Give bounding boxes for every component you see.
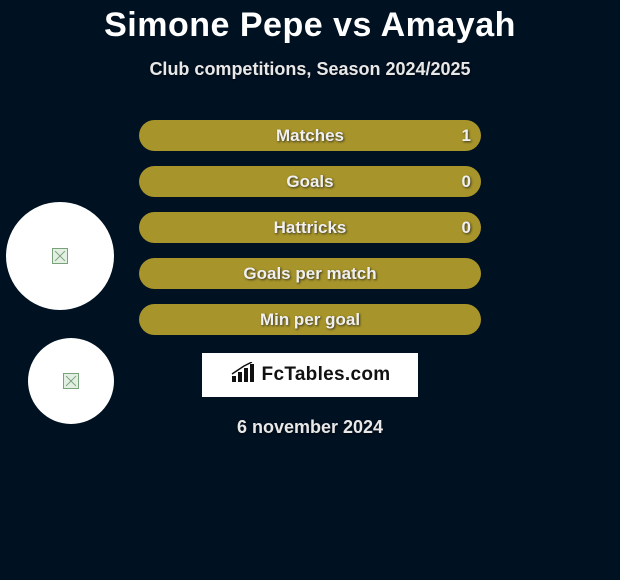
stat-bar-min-per-goal: Min per goal [139,304,481,335]
stat-bar-matches: Matches 1 [139,120,481,151]
avatar-bubble-left-2 [28,338,114,424]
stat-label: Hattricks [274,218,347,238]
stat-label: Goals per match [243,264,376,284]
stat-label: Min per goal [260,310,360,330]
avatar-bubble-left-1 [6,202,114,310]
brand-badge: FcTables.com [202,353,418,397]
stats-container: Matches 1 Goals 0 Hattricks 0 Goals per … [139,120,481,335]
subtitle: Club competitions, Season 2024/2025 [0,59,620,80]
placeholder-icon [52,248,68,264]
placeholder-icon [63,373,79,389]
stat-value: 1 [462,126,471,146]
stat-bar-goals-per-match: Goals per match [139,258,481,289]
stat-bar-goals: Goals 0 [139,166,481,197]
stat-value: 0 [462,218,471,238]
date-text: 6 november 2024 [0,417,620,438]
page-title: Simone Pepe vs Amayah [0,0,620,45]
stat-value: 0 [462,172,471,192]
stat-bar-hattricks: Hattricks 0 [139,212,481,243]
stat-label: Matches [276,126,344,146]
brand-chart-icon [230,362,258,389]
stat-label: Goals [286,172,333,192]
brand-text: FcTables.com [262,364,391,386]
